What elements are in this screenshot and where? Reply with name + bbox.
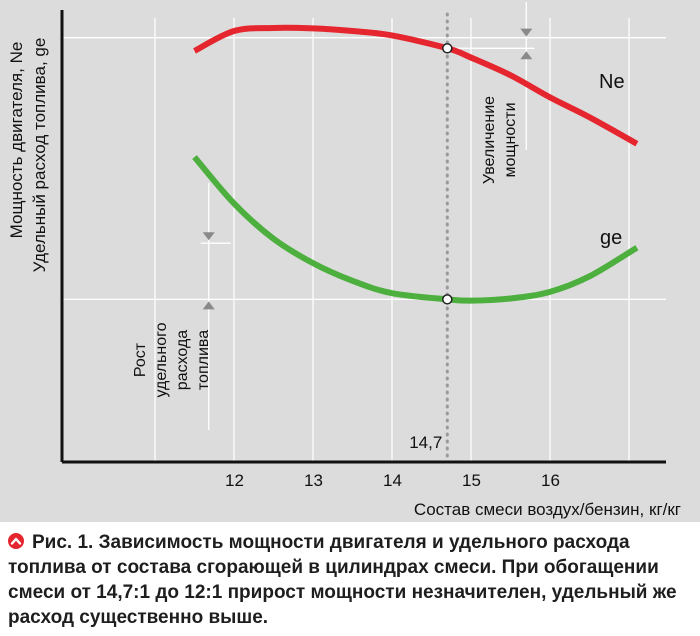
x-tick-label: 16 [541,471,560,490]
chevron-up-icon [8,533,24,549]
x-tick-label: 14 [383,471,402,490]
axes [60,10,666,464]
annotation-consumption-rise-line: Рост [132,342,149,377]
x-tick-label: 15 [462,471,481,490]
caption-text: Рис. 1. Зависимость мощности двигателя и… [8,532,677,628]
series-label-ne: Ne [599,71,625,93]
arrow-down-icon [202,232,215,241]
reference-x-label: 14,7 [409,433,442,452]
annotation-consumption-rise-line: расхода [174,330,191,391]
annotation-power-gain: Увеличение мощности [481,96,519,184]
annotation-layer [200,2,535,430]
chart-panel: 12 13 14 15 16 14,7 Состав смеси воздух/бензин… [0,0,700,522]
series-label-ge: ge [600,227,622,249]
reference-point-ne [442,43,453,54]
annotation-consumption-rise-line: топлива [195,330,212,390]
x-tick-label: 13 [304,471,323,490]
annotation-consumption-rise-line: удельного [153,322,170,397]
annotation-power-gain-line: мощности [502,102,519,177]
grid-lines [62,18,666,462]
arrow-down-icon [520,28,533,37]
series-line-ge [192,155,639,304]
series-line-ne [193,24,639,147]
y-axis-title-consumption: Удельный расход топлива, ge [30,38,49,273]
series-layer [192,24,639,305]
annotation-power-gain-line: Увеличение [481,96,498,184]
chart-svg: 12 13 14 15 16 14,7 Состав смеси воздух/бензин… [7,2,681,519]
y-axis-title-power: Мощность двигателя, Ne [7,42,26,239]
x-tick-label: 12 [225,471,244,490]
x-axis-title: Состав смеси воздух/бензин, кг/кг [414,500,681,519]
arrow-up-icon [520,51,533,60]
chart-text-layer: 12 13 14 15 16 14,7 Состав смеси воздух/бензин… [7,38,681,519]
arrow-up-icon [202,301,215,310]
reference-point-ge [442,294,453,305]
annotation-consumption-rise: Рост удельного расхода топлива [132,322,212,397]
figure-caption: Рис. 1. Зависимость мощности двигателя и… [8,530,692,630]
